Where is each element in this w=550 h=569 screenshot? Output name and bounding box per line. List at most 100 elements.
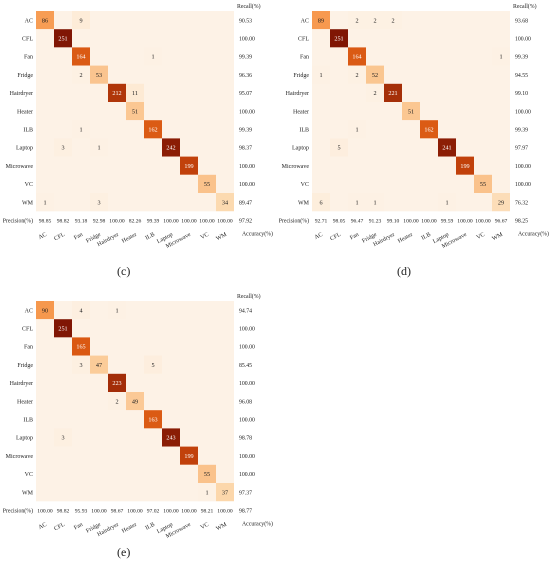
matrix-cell <box>54 174 72 193</box>
matrix-cell <box>72 102 90 121</box>
matrix-cell <box>144 156 162 175</box>
matrix-cell <box>402 65 420 84</box>
matrix-cell <box>198 102 216 121</box>
matrix-cell <box>366 156 384 175</box>
matrix-cell <box>126 83 144 102</box>
matrix-cell <box>384 193 402 212</box>
matrix-cell <box>402 83 420 102</box>
matrix-cell <box>126 392 144 411</box>
matrix-cell <box>144 193 162 212</box>
column-class-label: VC <box>200 232 210 241</box>
recall-value: 96.08 <box>239 399 252 405</box>
matrix-cell <box>198 120 216 139</box>
matrix-cell <box>348 29 366 48</box>
matrix-cell <box>36 65 54 84</box>
precision-value: 92.71 <box>315 219 328 225</box>
cell-value-label: 2 <box>355 17 358 24</box>
matrix-cell <box>180 301 198 320</box>
recall-value: 98.37 <box>239 146 252 152</box>
matrix-cell <box>36 355 54 374</box>
recall-value: 100.00 <box>239 418 255 424</box>
matrix-cell <box>366 47 384 66</box>
cell-value-label: 11 <box>132 90 138 97</box>
matrix-cell <box>162 446 180 465</box>
precision-value: 100.00 <box>181 509 197 515</box>
matrix-cell <box>474 102 492 121</box>
matrix-cell <box>90 29 108 48</box>
matrix-cell <box>90 174 108 193</box>
matrix-cell <box>36 410 54 429</box>
matrix-cell <box>330 47 348 66</box>
recall-value: 100.00 <box>239 381 255 387</box>
cell-value-label: 2 <box>115 398 118 405</box>
row-class-label: Fan <box>24 345 33 351</box>
column-class-label: ILB <box>145 522 156 532</box>
matrix-cell <box>108 428 126 447</box>
matrix-cell <box>420 47 438 66</box>
matrix-cell <box>420 138 438 157</box>
matrix-cell <box>144 464 162 483</box>
matrix-cell <box>72 47 90 66</box>
precision-value: 95.93 <box>75 509 88 515</box>
accuracy-header: Accuracy(%) <box>242 520 273 527</box>
matrix-cell <box>54 464 72 483</box>
matrix-cell <box>180 483 198 502</box>
recall-value: 99.10 <box>515 91 528 97</box>
precision-header: Precision(%) <box>279 218 309 225</box>
matrix-cell <box>180 47 198 66</box>
matrix-cell <box>90 301 108 320</box>
confusion-matrix-d: 89 2 2 2 251 164 1 1 2 52 2 221 51 1 162 5 241 199 55 6 1 1 1 2… <box>279 3 549 250</box>
accuracy-value: 98.25 <box>515 219 528 225</box>
matrix-cell <box>90 319 108 338</box>
matrix-cell <box>90 193 108 212</box>
matrix-cell <box>144 373 162 392</box>
recall-value: 94.55 <box>515 73 528 79</box>
row-class-label: CFL <box>22 37 33 43</box>
matrix-cell <box>36 102 54 121</box>
matrix-cell <box>330 83 348 102</box>
precision-value: 98.85 <box>39 219 52 225</box>
matrix-cell <box>216 392 234 411</box>
cell-value-label: 5 <box>337 145 340 152</box>
precision-value: 100.00 <box>91 509 107 515</box>
matrix-cell <box>180 29 198 48</box>
matrix-cell <box>180 319 198 338</box>
matrix-cell <box>456 47 474 66</box>
matrix-cell <box>126 65 144 84</box>
matrix-cell <box>126 319 144 338</box>
cell-value-label: 29 <box>498 199 504 206</box>
matrix-cell <box>198 47 216 66</box>
matrix-cell <box>384 11 402 30</box>
matrix-cell <box>474 156 492 175</box>
cell-value-label: 2 <box>79 72 82 79</box>
matrix-cell <box>474 47 492 66</box>
matrix-cell <box>108 355 126 374</box>
matrix-cell <box>90 120 108 139</box>
matrix-cell <box>492 193 510 212</box>
precision-value: 96.47 <box>351 219 364 225</box>
matrix-cell <box>402 29 420 48</box>
matrix-cell <box>180 138 198 157</box>
matrix-cell <box>180 193 198 212</box>
matrix-cell <box>216 446 234 465</box>
matrix-cell <box>126 174 144 193</box>
matrix-cell <box>456 65 474 84</box>
matrix-cell <box>366 29 384 48</box>
column-class-label: WM <box>491 232 504 243</box>
recall-value: 98.78 <box>239 436 252 442</box>
matrix-cell <box>54 373 72 392</box>
matrix-cell <box>474 174 492 193</box>
recall-value: 100.00 <box>515 37 531 43</box>
matrix-cell <box>474 83 492 102</box>
matrix-cell <box>162 319 180 338</box>
matrix-cell <box>90 446 108 465</box>
matrix-cell <box>312 29 330 48</box>
matrix-cell <box>456 83 474 102</box>
recall-value: 100.00 <box>239 182 255 188</box>
cell-value-label: 1 <box>97 145 100 152</box>
cell-value-label: 1 <box>205 489 208 496</box>
matrix-cell <box>420 29 438 48</box>
matrix-cell <box>348 47 366 66</box>
accuracy-header: Accuracy(%) <box>242 230 273 237</box>
matrix-cell <box>348 138 366 157</box>
